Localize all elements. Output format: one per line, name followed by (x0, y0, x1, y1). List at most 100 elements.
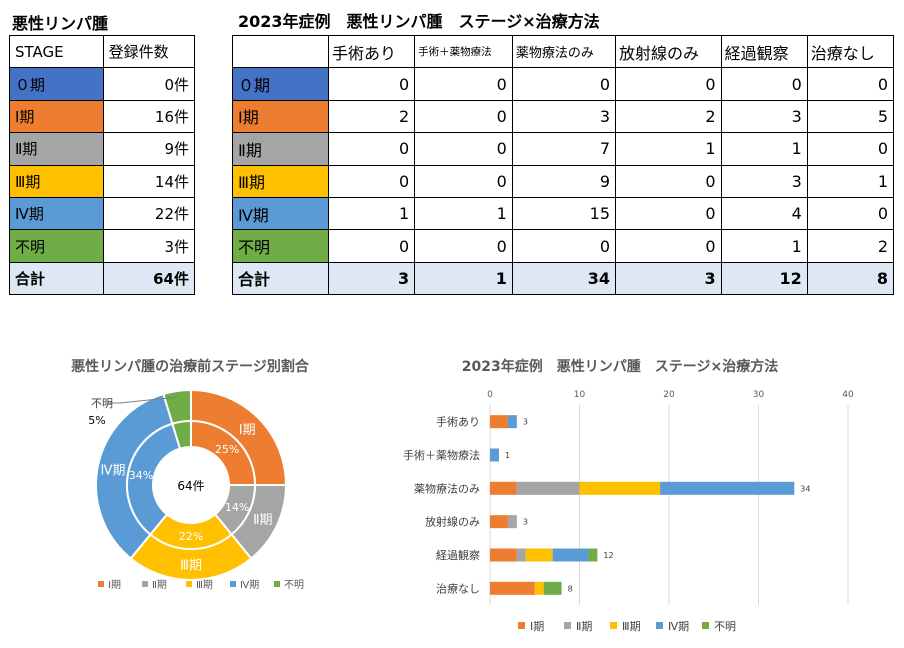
stage-cell: Ⅲ期 (232, 164, 329, 198)
table-row: ０期 0 0 0 0 0 0 (232, 67, 895, 101)
table-row: Ⅱ期 0 0 7 1 1 0 (232, 132, 895, 166)
total-value: 12 (720, 261, 808, 296)
corner-cell (232, 34, 329, 69)
leader-line (119, 396, 178, 404)
count-cell: 9件 (102, 132, 196, 166)
bar-segment (490, 448, 499, 462)
total-label: 合計 (232, 261, 329, 296)
table-row: Ⅱ期 9件 (9, 132, 196, 166)
value-cell: 0 (615, 164, 722, 198)
value-cell: 3 (720, 164, 808, 198)
table-row: Ⅲ期 14件 (9, 164, 196, 198)
percent-label: 22% (179, 530, 203, 543)
value-cell: 0 (414, 99, 513, 134)
total-value: 3 (327, 261, 416, 296)
category-label: 経過観察 (436, 548, 480, 562)
center-label: 64件 (177, 479, 204, 493)
value-cell: 0 (414, 67, 513, 101)
value-cell: 3 (511, 99, 617, 134)
value-cell: 0 (615, 196, 722, 231)
legend-swatch (610, 622, 617, 629)
stage-cell: Ⅳ期 (9, 196, 104, 231)
column-header: 経過観察 (720, 34, 808, 69)
stage-cell: Ⅰ期 (232, 99, 329, 134)
value-cell: 1 (414, 196, 513, 231)
stage-cell: 不明 (9, 229, 104, 263)
total-row: 合計 3 1 34 3 12 8 (232, 261, 895, 296)
bar-total-label: 12 (603, 551, 613, 560)
value-cell: 9 (511, 164, 617, 198)
value-cell: 7 (511, 132, 617, 166)
value-cell: 1 (615, 132, 722, 166)
legend-swatch (186, 581, 192, 587)
left-table-title: 悪性リンパ腫 (12, 14, 109, 33)
legend-swatch (564, 622, 571, 629)
value-cell: 4 (720, 196, 808, 231)
stacked-bar-chart: 2023年症例 悪性リンパ腫 ステージ×治療方法 0 10 20 30 40 手術あり 3 手術… (403, 358, 854, 633)
bar-segment (579, 481, 661, 495)
legend-label: Ⅲ期 (622, 620, 641, 633)
legend-swatch (274, 581, 280, 587)
legend-label: 不明 (284, 579, 304, 591)
bar-segment (552, 548, 589, 562)
value-cell: 0 (806, 196, 895, 231)
total-count: 64件 (102, 261, 196, 296)
table-row: 不明 3件 (9, 229, 196, 263)
bar-segment (507, 415, 517, 429)
stage-cell: Ⅰ期 (9, 99, 104, 134)
table-row: Ⅰ期 16件 (9, 99, 196, 134)
bar-segment (543, 581, 562, 595)
donut-slice-inner (126, 422, 182, 536)
slice-label: Ⅱ期 (253, 513, 272, 528)
value-cell: 0 (327, 229, 416, 263)
bar-segment (588, 548, 598, 562)
value-cell: 2 (615, 99, 722, 134)
table-row: ０期 0件 (9, 67, 196, 101)
bar-segment (516, 481, 580, 495)
bar-segment (490, 548, 517, 562)
value-cell: 1 (327, 196, 416, 231)
value-cell: 0 (806, 132, 895, 166)
legend-swatch (656, 622, 663, 629)
x-tick-label: 30 (753, 390, 765, 400)
legend-swatch (702, 622, 709, 629)
stage-cell: Ⅱ期 (9, 132, 104, 166)
legend-label: Ⅱ期 (576, 620, 592, 633)
stage-cell: Ⅳ期 (232, 196, 329, 231)
percent-label: 25% (215, 443, 239, 456)
legend-swatch (142, 581, 148, 587)
category-label: 治療なし (436, 581, 480, 595)
value-cell: 1 (806, 164, 895, 198)
total-value: 34 (511, 261, 617, 296)
column-header: STAGE (9, 34, 104, 69)
percent-label: 14% (225, 501, 249, 514)
value-cell: 0 (327, 67, 416, 101)
bar-segment (490, 581, 535, 595)
bar-segment (490, 515, 508, 529)
total-value: 8 (806, 261, 895, 296)
column-header: 手術あり (327, 34, 416, 69)
chart-title: 2023年症例 悪性リンパ腫 ステージ×治療方法 (462, 358, 778, 375)
category-label: 薬物療法のみ (414, 481, 480, 495)
chart-title: 悪性リンパ腫の治療前ステージ別割合 (71, 358, 310, 375)
legend-label: Ⅰ期 (530, 620, 544, 633)
value-cell: 0 (414, 132, 513, 166)
value-cell: 0 (327, 164, 416, 198)
legend-label: Ⅳ期 (668, 620, 689, 633)
legend-swatch (230, 581, 236, 587)
category-label: 手術あり (436, 415, 480, 429)
bar-total-label: 34 (800, 484, 810, 493)
category-label: 手術＋薬物療法 (403, 448, 480, 462)
bar-segment (525, 548, 553, 562)
value-cell: 0 (615, 67, 722, 101)
value-cell: 15 (511, 196, 617, 231)
value-cell: 0 (511, 229, 617, 263)
value-cell: 0 (806, 67, 895, 101)
slice-label: Ⅲ期 (180, 559, 202, 574)
stage-count-table: STAGE 登録件数 ０期 0件 Ⅰ期 16件 Ⅱ期 9件 Ⅲ期 14件 Ⅳ期 2… (9, 34, 196, 296)
count-cell: 0件 (102, 67, 196, 101)
bar-total-label: 1 (505, 451, 510, 460)
stage-cell: Ⅲ期 (9, 164, 104, 198)
bar-total-label: 8 (568, 584, 573, 593)
bar-segment (534, 581, 544, 595)
